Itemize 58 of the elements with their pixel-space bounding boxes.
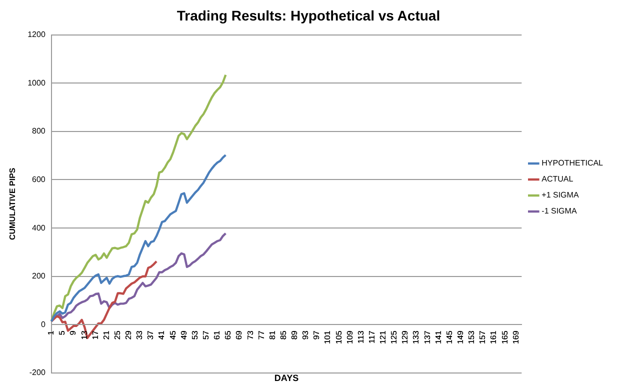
x-tick-label: 149 (456, 330, 465, 344)
x-tick-label: 25 (112, 330, 122, 340)
x-tick-label: 49 (179, 330, 188, 340)
y-tick-label: 1000 (28, 78, 46, 88)
x-tick-label: 77 (256, 330, 266, 340)
y-tick-label: 800 (32, 126, 46, 136)
y-tick-label: 0 (40, 320, 46, 329)
legend-label: +1 SIGMA (542, 190, 580, 200)
x-tick-label: 133 (412, 330, 421, 344)
x-tick-label: 165 (500, 330, 510, 344)
y-tick-label: 200 (32, 272, 46, 281)
x-tick-label: 109 (345, 330, 354, 344)
x-tick-label: 121 (378, 330, 388, 344)
legend-label: ACTUAL (542, 174, 574, 184)
x-tick-label: 153 (467, 330, 476, 344)
x-tick-label: 125 (390, 330, 399, 344)
y-tick-label: -200 (29, 368, 46, 378)
x-axis-title: DAYS (274, 372, 299, 383)
x-tick-label: 73 (246, 330, 255, 340)
x-tick-label: 53 (190, 330, 200, 340)
x-tick-label: 137 (422, 330, 432, 344)
x-tick-label: 33 (135, 330, 144, 340)
x-tick-label: 17 (90, 330, 100, 340)
x-tick-label: 37 (146, 330, 156, 340)
x-tick-label: 29 (124, 330, 134, 340)
chart-title: Trading Results: Hypothetical vs Actual (176, 7, 440, 24)
x-tick-label: 21 (102, 330, 111, 340)
x-tick-label: 113 (356, 330, 366, 344)
x-tick-label: 57 (202, 330, 211, 340)
x-tick-label: 145 (444, 330, 454, 344)
x-tick-label: 61 (212, 330, 222, 340)
x-tick-label: 101 (323, 330, 332, 344)
x-tick-label: 45 (168, 330, 178, 340)
x-tick-label: 1 (46, 330, 56, 336)
y-tick-label: 600 (32, 174, 46, 184)
legend-label: -1 SIGMA (542, 206, 578, 216)
x-tick-label: 81 (268, 330, 277, 340)
x-tick-label: 97 (312, 330, 322, 340)
x-tick-label: 105 (334, 330, 344, 344)
x-tick-label: 13 (80, 330, 89, 340)
x-tick-label: 5 (58, 330, 67, 336)
x-tick-label: 9 (68, 330, 78, 336)
y-tick-label: 1200 (28, 30, 46, 40)
y-axis-title: CUMULATIVE PIPS (8, 167, 18, 240)
x-tick-label: 89 (290, 330, 300, 340)
x-tick-label: 65 (224, 330, 233, 340)
x-tick-label: 141 (434, 330, 443, 344)
x-tick-label: 169 (511, 330, 520, 344)
x-tick-label: 129 (400, 330, 410, 344)
x-tick-label: 85 (278, 330, 288, 340)
x-tick-label: 157 (478, 330, 488, 344)
legend-label: HYPOTHETICAL (542, 158, 604, 168)
y-tick-label: 400 (32, 223, 46, 232)
x-tick-label: 41 (157, 330, 166, 340)
x-tick-label: 117 (367, 330, 376, 344)
x-tick-label: 93 (301, 330, 310, 340)
x-tick-label: 161 (489, 330, 498, 344)
x-tick-label: 69 (234, 330, 244, 340)
